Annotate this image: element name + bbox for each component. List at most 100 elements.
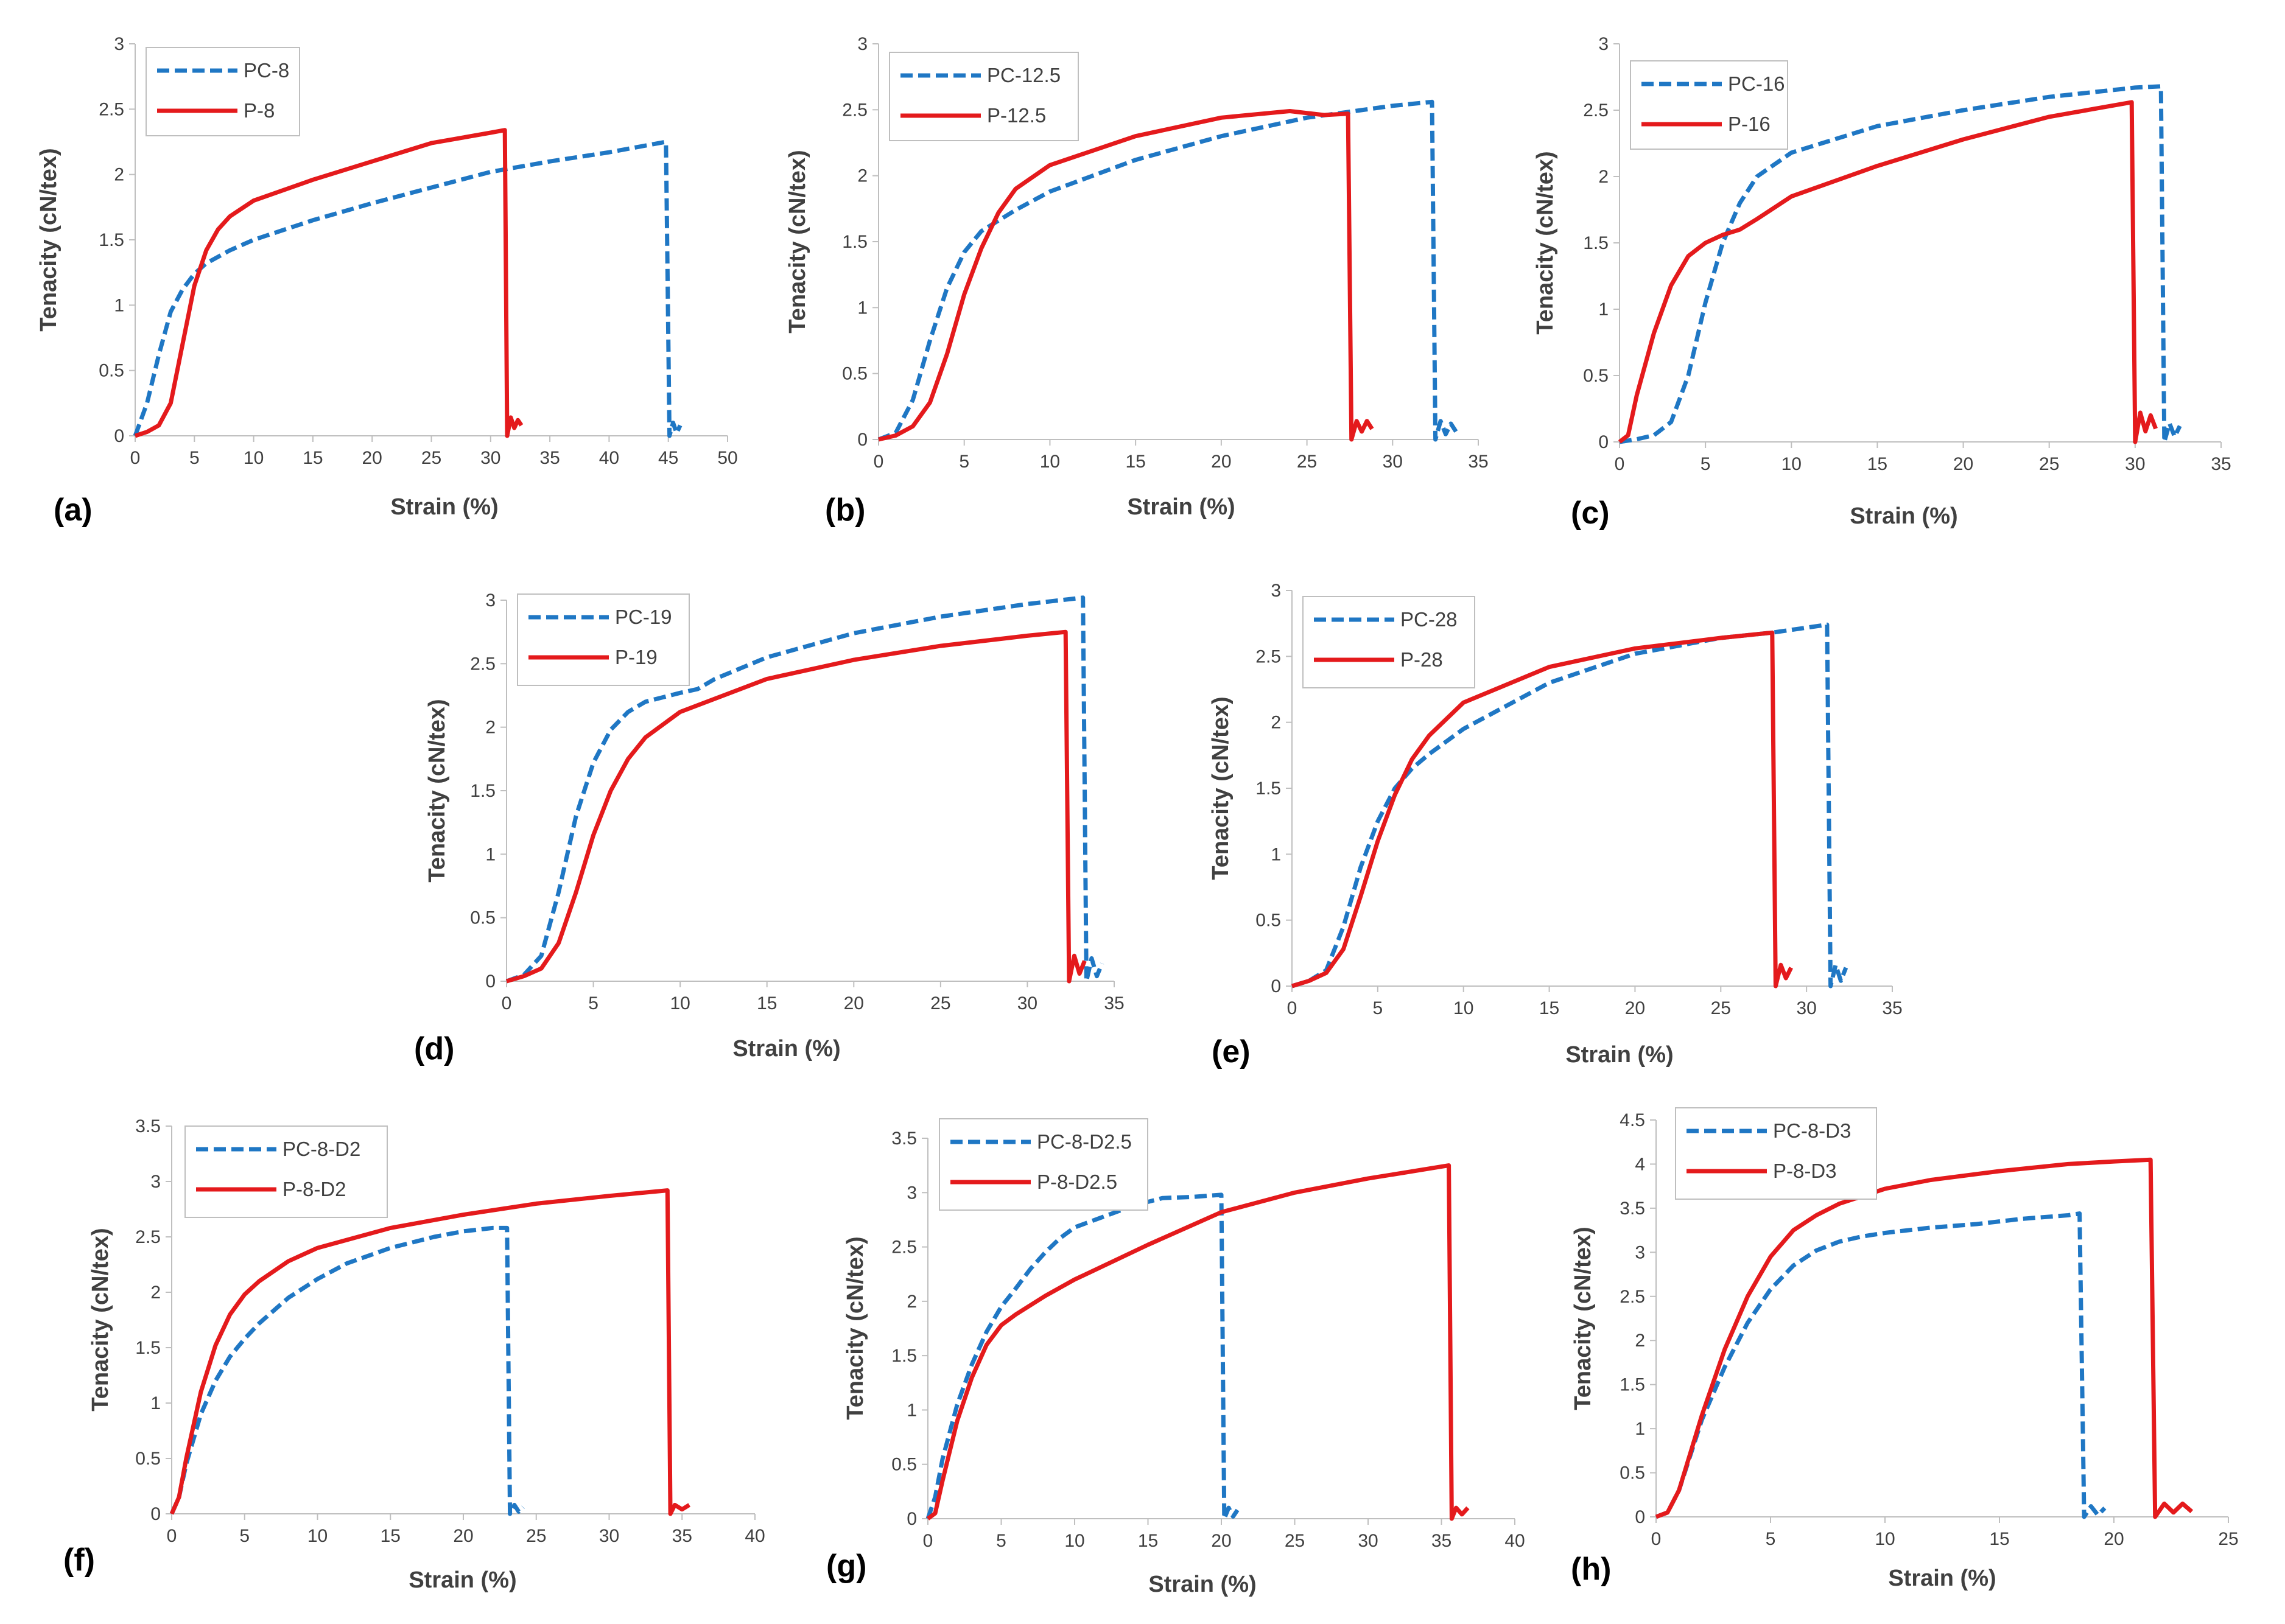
y-tick-label: 2.5 [1583, 100, 1609, 121]
x-tick-label: 25 [1297, 452, 1317, 472]
y-tick-label: 2.5 [99, 99, 124, 119]
series-line-P-8-D2 [169, 1188, 691, 1516]
y-tick-label: 3.5 [1620, 1199, 1645, 1219]
series-line-PC-19 [505, 595, 1104, 984]
x-tick-label: 45 [658, 448, 678, 468]
series-line-PC-8-D3 [1655, 1211, 2107, 1519]
series-line-P-12.5 [878, 109, 1374, 442]
series-line-PC-8 [133, 139, 683, 438]
y-tick-label: 1.5 [1620, 1375, 1645, 1395]
y-tick-label: 1 [114, 295, 124, 315]
x-axis-title: Strain (%) [732, 1036, 840, 1062]
y-tick-label: 0 [1271, 976, 1281, 996]
y-tick-label: 0.5 [1583, 366, 1609, 386]
y-axis-title: Tenacity (cN/tex) [1208, 696, 1234, 880]
legend-label: P-8-D2 [283, 1178, 346, 1200]
x-tick-label: 20 [1211, 1531, 1231, 1551]
x-tick-label: 0 [874, 452, 884, 472]
legend-label: PC-16 [1728, 72, 1785, 95]
legend-label: P-8-D3 [1773, 1160, 1837, 1182]
y-tick-label: 2 [907, 1292, 917, 1312]
y-axis-title: Tenacity (cN/tex) [1570, 1227, 1596, 1410]
x-tick-label: 30 [1358, 1531, 1378, 1551]
series-line-PC-8-D2 [169, 1225, 525, 1516]
y-tick-label: 0.5 [99, 361, 124, 381]
series-line-P-16 [1618, 100, 2158, 444]
y-tick-label: 3.5 [891, 1129, 917, 1149]
y-axis-title: Tenacity (cN/tex) [1532, 151, 1558, 334]
x-tick-label: 5 [1701, 454, 1711, 474]
y-tick-label: 0 [114, 426, 124, 446]
y-tick-label: 2 [857, 166, 868, 186]
x-tick-label: 0 [502, 993, 512, 1013]
legend-box [939, 1118, 1148, 1211]
y-tick-label: 0 [1598, 432, 1609, 452]
y-tick-label: 0 [150, 1504, 161, 1524]
x-tick-label: 25 [1285, 1531, 1305, 1551]
y-tick-label: 1 [1635, 1419, 1645, 1439]
y-axis-title: Tenacity (cN/tex) [88, 1228, 113, 1411]
y-tick-label: 0 [857, 430, 868, 450]
x-axis-title: Strain (%) [1850, 503, 1957, 529]
y-tick-label: 3 [907, 1183, 917, 1203]
y-tick-label: 0 [1635, 1507, 1645, 1527]
series-line-PC-16 [1619, 84, 2182, 444]
y-tick-label: 3 [1271, 581, 1281, 601]
panel-label: (b) [825, 492, 865, 528]
x-tick-label: 15 [1138, 1531, 1158, 1551]
y-tick-label: 2 [114, 165, 124, 185]
y-tick-label: 0.5 [470, 908, 496, 928]
x-tick-label: 30 [1383, 452, 1403, 472]
series-line-PC-12.5 [877, 99, 1458, 442]
x-tick-label: 0 [923, 1531, 933, 1551]
y-tick-label: 3 [857, 34, 868, 54]
legend-label: P-16 [1728, 113, 1771, 135]
x-tick-label: 35 [1882, 998, 1902, 1018]
y-tick-label: 3 [1598, 34, 1609, 54]
x-tick-label: 20 [453, 1526, 473, 1546]
x-tick-label: 5 [239, 1526, 250, 1546]
x-tick-label: 10 [244, 448, 264, 468]
x-tick-label: 15 [381, 1526, 401, 1546]
x-tick-label: 10 [1453, 998, 1473, 1018]
x-tick-label: 40 [599, 448, 619, 468]
y-tick-label: 2 [1635, 1331, 1645, 1351]
x-tick-label: 10 [1064, 1531, 1084, 1551]
series-line-P-8-D3 [1655, 1157, 2194, 1519]
legend-label: P-19 [615, 646, 658, 668]
panel-label: (g) [826, 1549, 866, 1584]
legend-box [889, 52, 1079, 141]
panel-label: (e) [1212, 1034, 1251, 1069]
x-tick-label: 15 [1125, 452, 1145, 472]
y-axis-title: Tenacity (cN/tex) [36, 148, 61, 331]
y-tick-label: 2 [1271, 713, 1281, 733]
x-tick-label: 0 [167, 1526, 177, 1546]
y-tick-label: 1.5 [135, 1338, 161, 1358]
y-tick-label: 2 [1598, 167, 1609, 187]
legend-label: P-12.5 [987, 104, 1046, 127]
legend-label: PC-8-D2.5 [1037, 1130, 1132, 1153]
y-tick-label: 1 [857, 298, 868, 318]
x-tick-label: 15 [303, 448, 323, 468]
x-tick-label: 5 [1373, 998, 1383, 1018]
panel-label: (a) [54, 492, 93, 528]
y-tick-label: 1 [150, 1393, 161, 1413]
y-tick-label: 1.5 [842, 232, 868, 252]
legend-box [1630, 60, 1788, 150]
x-tick-label: 40 [745, 1526, 765, 1546]
x-axis-title: Strain (%) [390, 494, 498, 520]
legend-box [146, 47, 300, 136]
series-line-PC-8-D2.5 [925, 1192, 1240, 1521]
x-tick-label: 15 [1989, 1529, 2009, 1549]
series-line-P-8 [134, 128, 524, 438]
x-axis-title: Strain (%) [409, 1567, 516, 1593]
x-tick-label: 35 [1431, 1531, 1451, 1551]
y-tick-label: 0.5 [1620, 1463, 1645, 1483]
y-tick-label: 2.5 [891, 1237, 917, 1258]
x-tick-label: 20 [2104, 1529, 2124, 1549]
y-tick-label: 3 [150, 1172, 161, 1192]
y-tick-label: 1.5 [891, 1346, 917, 1366]
